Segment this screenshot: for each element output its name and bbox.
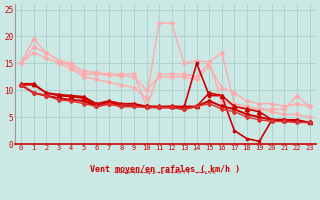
Text: →→→→→→→→↙↙→↙→→→↗↑↑ →→↘↖↖: →→→→→→→→↙↙→↙→→→↗↑↑ →→↘↖↖ xyxy=(114,169,216,175)
X-axis label: Vent moyen/en rafales ( km/h ): Vent moyen/en rafales ( km/h ) xyxy=(90,165,240,174)
